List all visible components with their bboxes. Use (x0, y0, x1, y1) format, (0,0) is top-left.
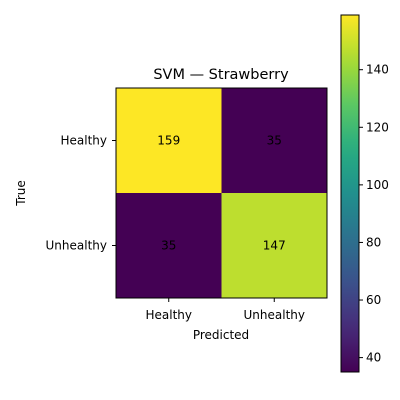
colorbar-tick-label: 80 (366, 235, 381, 249)
colorbar-tick-label: 60 (366, 293, 381, 307)
colorbar-ticks: 40 60 80 100 120 140 (359, 63, 389, 365)
heatmap-cell (221, 193, 328, 299)
chart-title: SVM — Strawberry (153, 67, 289, 83)
y-tick-label: Healthy (60, 134, 107, 148)
y-axis-ticks: Healthy Unhealthy (46, 134, 116, 253)
colorbar-tick-label: 100 (366, 178, 389, 192)
colorbar (340, 14, 360, 373)
y-axis-label: True (14, 180, 28, 207)
y-tick-label: Unhealthy (46, 239, 107, 253)
x-tick-label: Unhealthy (244, 308, 305, 322)
cell-value-label: 159 (157, 134, 180, 148)
cell-value-label: 147 (263, 239, 286, 253)
heatmap-cell (221, 88, 328, 194)
plot-frame (115, 87, 328, 299)
cell-value-label: 35 (161, 239, 176, 253)
heatmap-cell (116, 193, 222, 299)
heatmap-cell-labels: 159 35 35 147 (157, 134, 285, 253)
colorbar-tick-label: 40 (366, 351, 381, 365)
heatmap-cells (116, 88, 328, 299)
heatmap-cell (116, 88, 222, 194)
colorbar-tick-label: 140 (366, 63, 389, 77)
x-tick-label: Healthy (145, 308, 192, 322)
cell-value-label: 35 (267, 134, 282, 148)
colorbar-tick-label: 120 (366, 120, 389, 134)
x-axis-ticks: Healthy Unhealthy (145, 298, 305, 322)
x-axis-label: Predicted (193, 328, 249, 342)
